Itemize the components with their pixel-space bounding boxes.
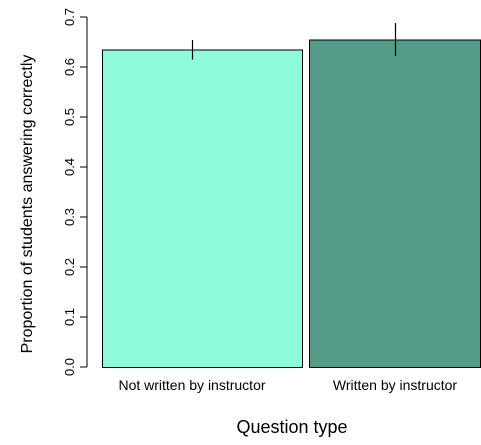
y-tick-label: 0.7: [62, 8, 77, 26]
y-axis: 0.0 0.1 0.2 0.3 0.4 0.5 0.6 0.7: [62, 8, 88, 376]
y-tick-label: 0.4: [62, 158, 77, 176]
y-tick-label: 0.2: [62, 258, 77, 276]
y-axis-title: Proportion of students answering correct…: [19, 55, 36, 354]
y-tick-label: 0.3: [62, 208, 77, 226]
y-tick-label: 0.6: [62, 58, 77, 76]
x-axis-labels: Not written by instructor Written by inst…: [118, 377, 457, 393]
x-category-label: Not written by instructor: [118, 377, 265, 393]
bar-2: [309, 39, 481, 368]
y-tick-label: 0.0: [62, 358, 77, 376]
x-axis-title: Question type: [236, 417, 347, 437]
y-tick-label: 0.1: [62, 308, 77, 326]
x-category-label: Written by instructor: [333, 377, 458, 393]
y-tick-label: 0.5: [62, 108, 77, 126]
bars: [102, 39, 481, 368]
error-bars: [191, 23, 397, 60]
bar-1: [102, 49, 303, 368]
